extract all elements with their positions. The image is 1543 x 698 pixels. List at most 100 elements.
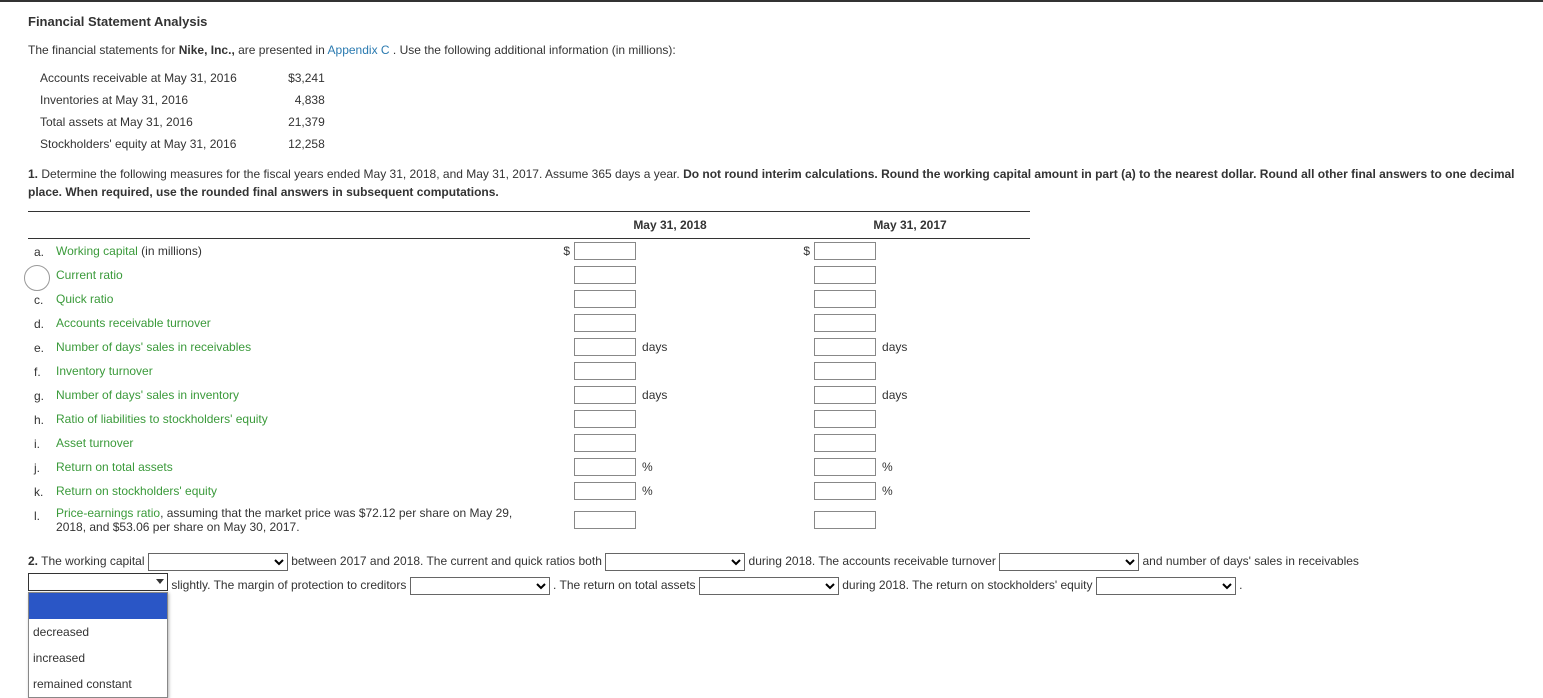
- answer-input[interactable]: [814, 386, 876, 404]
- table-row: g.Number of days' sales in inventory day…: [28, 383, 1030, 407]
- appendix-link[interactable]: Appendix C: [328, 43, 390, 57]
- q2-text-f: . The return on total assets: [553, 578, 699, 592]
- input-cell: days: [550, 335, 790, 359]
- answer-input[interactable]: [574, 314, 636, 332]
- input-cell: [550, 263, 790, 287]
- answer-input[interactable]: [814, 242, 876, 260]
- row-label: Price-earnings ratio, assuming that the …: [50, 503, 550, 537]
- answer-input[interactable]: [574, 482, 636, 500]
- answer-input[interactable]: [814, 314, 876, 332]
- answer-input[interactable]: [574, 338, 636, 356]
- answer-input[interactable]: [574, 242, 636, 260]
- q2-text-h: .: [1239, 578, 1242, 592]
- info-value: 21,379: [255, 111, 325, 133]
- row-label: Asset turnover: [50, 431, 550, 455]
- dropdown-return-equity[interactable]: decreasedincreasedremained constant: [1096, 577, 1236, 595]
- row-label: Number of days' sales in inventory: [50, 383, 550, 407]
- table-row: b.Current ratio: [28, 263, 1030, 287]
- answer-input[interactable]: [574, 290, 636, 308]
- dropdown-ratios[interactable]: decreasedincreasedremained constant: [605, 553, 745, 571]
- intro-mid: are presented in: [238, 43, 327, 57]
- currency-prefix: $: [556, 244, 570, 258]
- table-row: e.Number of days' sales in receivables d…: [28, 335, 1030, 359]
- answer-input[interactable]: [814, 290, 876, 308]
- answer-input[interactable]: [814, 482, 876, 500]
- table-row: f.Inventory turnover: [28, 359, 1030, 383]
- measure-link[interactable]: Inventory turnover: [56, 364, 153, 378]
- measure-link[interactable]: Number of days' sales in inventory: [56, 388, 239, 402]
- measure-link[interactable]: Return on stockholders' equity: [56, 484, 217, 498]
- dropdown-option-blank[interactable]: [29, 593, 167, 619]
- question-container: Financial Statement Analysis The financi…: [0, 0, 1543, 619]
- row-label: Accounts receivable turnover: [50, 311, 550, 335]
- answer-input[interactable]: [574, 362, 636, 380]
- input-cell: [790, 359, 1030, 383]
- q2-text-e: slightly. The margin of protection to cr…: [171, 578, 409, 592]
- q2-text-g: during 2018. The return on stockholders'…: [842, 578, 1096, 592]
- measure-link[interactable]: Return on total assets: [56, 460, 173, 474]
- instruction-1: 1. Determine the following measures for …: [28, 165, 1515, 201]
- table-row: i.Asset turnover: [28, 431, 1030, 455]
- dropdown-margin[interactable]: decreasedincreasedremained constant: [410, 577, 550, 595]
- measure-link[interactable]: Current ratio: [56, 268, 123, 282]
- answer-input[interactable]: [574, 266, 636, 284]
- info-label: Total assets at May 31, 2016: [40, 111, 255, 133]
- info-label: Stockholders' equity at May 31, 2016: [40, 133, 255, 155]
- unit-label: %: [882, 460, 893, 474]
- dropdown-option-remained[interactable]: remained constant: [29, 671, 167, 697]
- dropdown-working-capital[interactable]: decreasedincreasedremained constant: [148, 553, 288, 571]
- input-cell: [790, 287, 1030, 311]
- col-header-2018: May 31, 2018: [550, 212, 790, 239]
- table-row: Accounts receivable at May 31, 2016 $3,2…: [40, 67, 325, 89]
- measure-link[interactable]: Asset turnover: [56, 436, 133, 450]
- question-2: 2. The working capital decreasedincrease…: [28, 549, 1515, 599]
- measure-link[interactable]: Price-earnings ratio: [56, 506, 160, 520]
- q2-text-d: and number of days' sales in receivables: [1143, 554, 1359, 568]
- dropdown-days-sales-open[interactable]: decreased increased remained constant: [28, 573, 168, 599]
- info-label: Accounts receivable at May 31, 2016: [40, 67, 255, 89]
- measure-link[interactable]: Quick ratio: [56, 292, 113, 306]
- measure-link[interactable]: Working capital: [56, 244, 138, 258]
- input-cell: $: [790, 239, 1030, 264]
- input-cell: [790, 503, 1030, 537]
- company-name: Nike, Inc.,: [179, 43, 235, 57]
- dropdown-option-decreased[interactable]: decreased: [29, 619, 167, 645]
- row-letter: l.: [28, 503, 50, 537]
- answer-input[interactable]: [814, 458, 876, 476]
- measure-link[interactable]: Number of days' sales in receivables: [56, 340, 251, 354]
- answer-input[interactable]: [814, 511, 876, 529]
- row-label: Inventory turnover: [50, 359, 550, 383]
- input-cell: [790, 311, 1030, 335]
- dropdown-option-increased[interactable]: increased: [29, 645, 167, 671]
- measure-link[interactable]: Accounts receivable turnover: [56, 316, 211, 330]
- answer-input[interactable]: [574, 511, 636, 529]
- answer-input[interactable]: [574, 458, 636, 476]
- input-cell: %: [790, 479, 1030, 503]
- unit-label: days: [882, 388, 907, 402]
- prev-nav-button[interactable]: [24, 265, 50, 291]
- answer-input[interactable]: [814, 410, 876, 428]
- info-value: 12,258: [255, 133, 325, 155]
- unit-label: days: [642, 340, 667, 354]
- answer-input[interactable]: [814, 362, 876, 380]
- answer-input[interactable]: [814, 434, 876, 452]
- dropdown-return-assets[interactable]: decreasedincreasedremained constant: [699, 577, 839, 595]
- intro-post: . Use the following additional informati…: [393, 43, 676, 57]
- answer-input[interactable]: [574, 410, 636, 428]
- table-row: c.Quick ratio: [28, 287, 1030, 311]
- row-label: Return on stockholders' equity: [50, 479, 550, 503]
- dropdown-ar-turnover[interactable]: decreasedincreasedremained constant: [999, 553, 1139, 571]
- answer-input[interactable]: [814, 338, 876, 356]
- table-row: h.Ratio of liabilities to stockholders' …: [28, 407, 1030, 431]
- answer-input[interactable]: [574, 386, 636, 404]
- table-row: l.Price-earnings ratio, assuming that th…: [28, 503, 1030, 537]
- measures-table: May 31, 2018 May 31, 2017 a.Working capi…: [28, 211, 1030, 537]
- instruction-a: Determine the following measures for the…: [41, 167, 683, 181]
- row-label: Quick ratio: [50, 287, 550, 311]
- measure-link[interactable]: Ratio of liabilities to stockholders' eq…: [56, 412, 268, 426]
- page-title: Financial Statement Analysis: [28, 14, 1515, 29]
- answer-input[interactable]: [574, 434, 636, 452]
- answer-input[interactable]: [814, 266, 876, 284]
- row-letter: j.: [28, 455, 50, 479]
- dropdown-list[interactable]: decreased increased remained constant: [28, 592, 168, 698]
